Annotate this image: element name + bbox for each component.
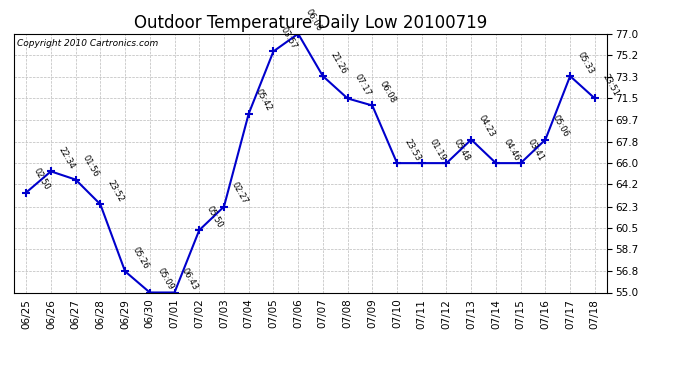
Text: 02:27: 02:27	[230, 181, 249, 206]
Text: 05:26: 05:26	[130, 245, 150, 270]
Text: 07:17: 07:17	[353, 72, 373, 98]
Text: 01:56: 01:56	[81, 154, 101, 179]
Text: 05:06: 05:06	[551, 114, 571, 139]
Text: 01:19: 01:19	[427, 137, 447, 162]
Text: 03:41: 03:41	[526, 137, 546, 162]
Text: 05:50: 05:50	[205, 204, 224, 230]
Text: 05:09: 05:09	[155, 267, 175, 292]
Text: 05:33: 05:33	[575, 50, 595, 75]
Text: 23:51: 23:51	[600, 72, 620, 98]
Text: 02:50: 02:50	[32, 166, 51, 192]
Text: 05:42: 05:42	[254, 88, 274, 113]
Text: 03:57: 03:57	[279, 26, 299, 51]
Text: 23:52: 23:52	[106, 178, 126, 204]
Text: 06:08: 06:08	[378, 80, 397, 105]
Text: 22:34: 22:34	[57, 146, 76, 171]
Text: 21:26: 21:26	[328, 50, 348, 75]
Text: 04:23: 04:23	[477, 114, 497, 139]
Text: 05:48: 05:48	[452, 137, 472, 162]
Text: 06:06: 06:06	[304, 8, 324, 33]
Text: 23:53: 23:53	[402, 137, 422, 162]
Title: Outdoor Temperature Daily Low 20100719: Outdoor Temperature Daily Low 20100719	[134, 14, 487, 32]
Text: Copyright 2010 Cartronics.com: Copyright 2010 Cartronics.com	[17, 39, 158, 48]
Text: 06:43: 06:43	[180, 267, 200, 292]
Text: 04:46: 04:46	[502, 137, 521, 162]
